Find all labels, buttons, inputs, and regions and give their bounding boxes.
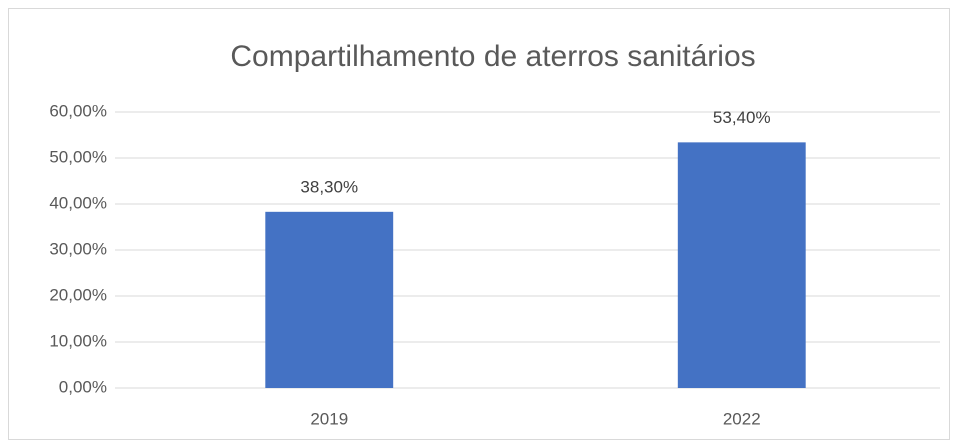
chart-title: Compartilhamento de aterros sanitários: [230, 40, 755, 73]
y-tick-label: 0,00%: [59, 377, 107, 396]
data-label: 53,40%: [713, 108, 771, 127]
y-tick-label: 30,00%: [49, 239, 107, 258]
chart-border: [8, 8, 950, 440]
y-tick-label: 20,00%: [49, 285, 107, 304]
x-tick-label: 2022: [723, 409, 761, 428]
y-tick-label: 40,00%: [49, 193, 107, 212]
data-label: 38,30%: [300, 177, 358, 196]
y-tick-label: 60,00%: [49, 101, 107, 120]
x-tick-label: 2019: [310, 409, 348, 428]
y-tick-label: 50,00%: [49, 147, 107, 166]
bar: [677, 142, 806, 388]
y-tick-label: 10,00%: [49, 331, 107, 350]
bar: [265, 211, 394, 388]
